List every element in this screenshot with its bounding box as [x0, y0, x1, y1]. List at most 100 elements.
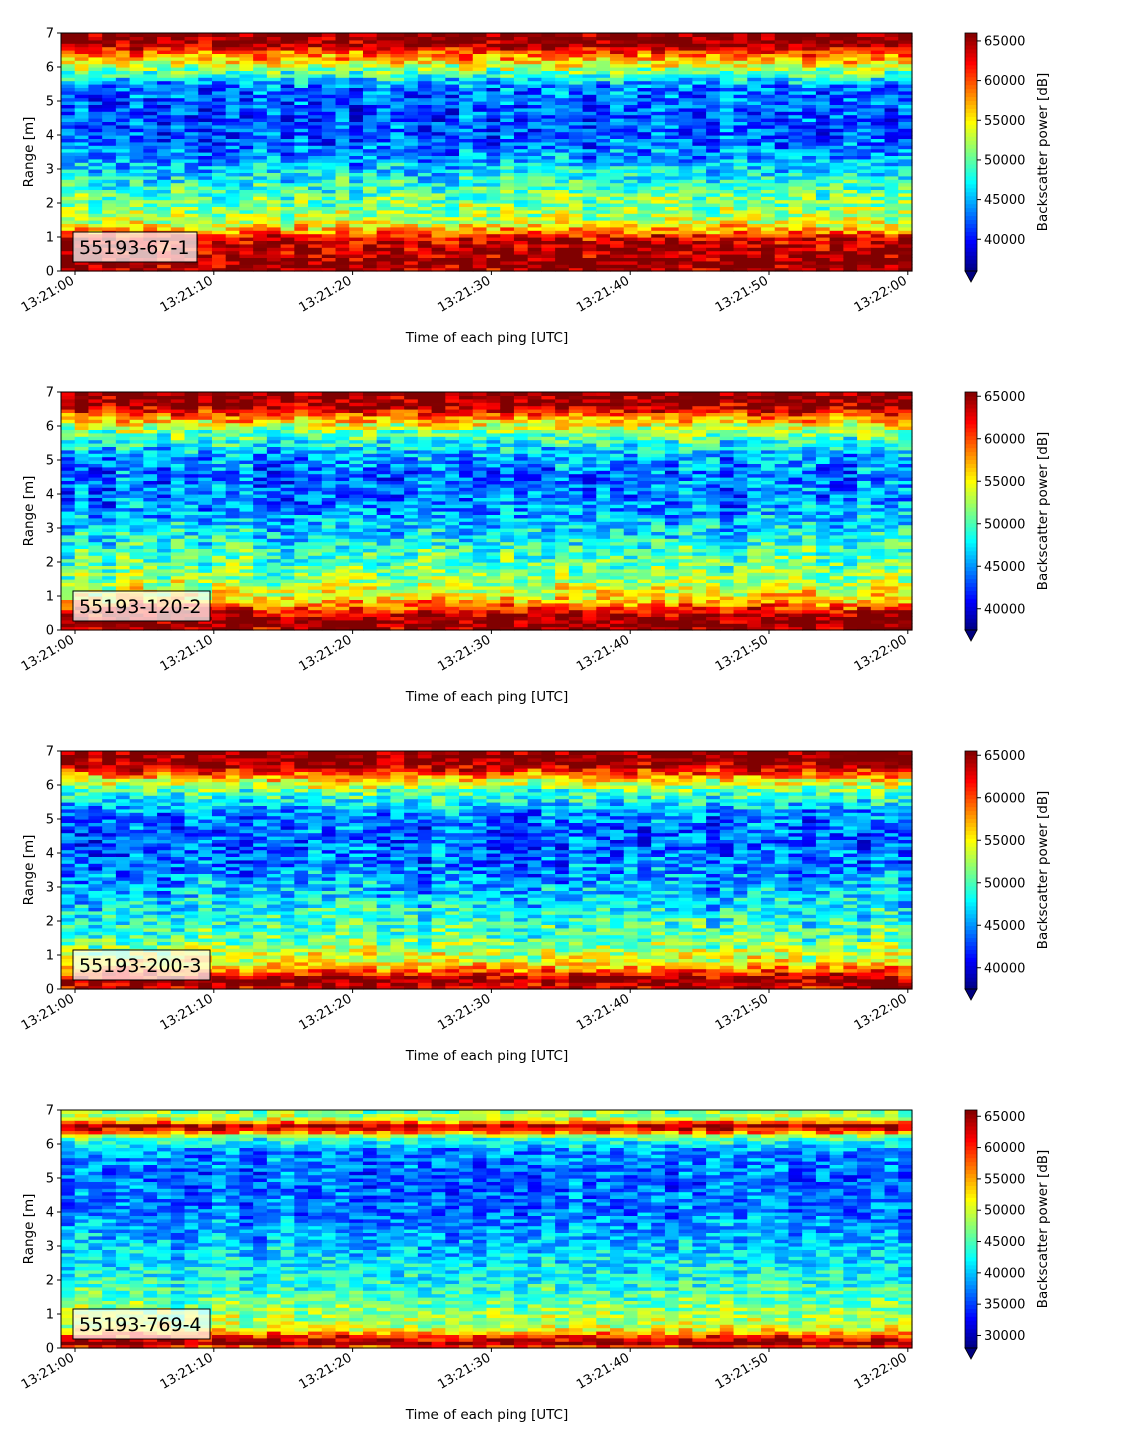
- heatmap-cell: [336, 183, 350, 187]
- heatmap-cell: [253, 159, 267, 163]
- heatmap-cell: [500, 200, 514, 204]
- heatmap-cell: [445, 142, 459, 146]
- colorbar-segment: [965, 104, 977, 109]
- heatmap-cell: [377, 142, 391, 146]
- colorbar-segment: [965, 188, 977, 193]
- heatmap-cell: [569, 200, 583, 204]
- heatmap-cell: [390, 142, 404, 146]
- heatmap-cell: [788, 234, 802, 238]
- heatmap-cell: [102, 227, 116, 231]
- heatmap-cell: [198, 193, 212, 197]
- heatmap-cell: [706, 227, 720, 231]
- heatmap-cell: [830, 244, 844, 248]
- heatmap-cell: [404, 200, 418, 204]
- heatmap-cell: [720, 200, 734, 204]
- heatmap-cell: [637, 142, 651, 146]
- heatmap-cell: [569, 166, 583, 170]
- heatmap-cell: [198, 227, 212, 231]
- heatmap-cell: [226, 132, 240, 136]
- heatmap-cell: [349, 132, 363, 136]
- heatmap-cell: [596, 264, 610, 268]
- heatmap-cell: [102, 149, 116, 153]
- heatmap-cell: [253, 176, 267, 180]
- heatmap-cell: [802, 200, 816, 204]
- heatmap-cell: [294, 132, 308, 136]
- heatmap-cell: [898, 200, 912, 204]
- heatmap-cell: [61, 159, 75, 163]
- heatmap-cell: [679, 217, 693, 221]
- heatmap-cell: [692, 159, 706, 163]
- heatmap-cell: [294, 183, 308, 187]
- heatmap-cell: [171, 193, 185, 197]
- heatmap-cell: [130, 183, 144, 187]
- heatmap-cell: [253, 142, 267, 146]
- heatmap-cell: [555, 132, 569, 136]
- heatmap-cell: [665, 200, 679, 204]
- heatmap-cell: [487, 251, 501, 255]
- heatmap-cell: [143, 402, 157, 406]
- heatmap-cell: [226, 193, 240, 197]
- heatmap-cell: [253, 210, 267, 214]
- heatmap-cell: [500, 166, 514, 170]
- heatmap-cell: [637, 33, 651, 37]
- heatmap-cell: [514, 33, 528, 37]
- colorbar-segment: [965, 108, 977, 113]
- heatmap-cell: [363, 166, 377, 170]
- heatmap-cell: [871, 200, 885, 204]
- heatmap-cell: [143, 176, 157, 180]
- heatmap-cell: [322, 200, 336, 204]
- heatmap-cell: [404, 149, 418, 153]
- heatmap-cell: [528, 166, 542, 170]
- heatmap-cell: [761, 200, 775, 204]
- heatmap-cell: [569, 142, 583, 146]
- y-tick-label: 1: [46, 231, 54, 246]
- heatmap-cell: [898, 193, 912, 197]
- heatmap-cell: [473, 264, 487, 268]
- heatmap-cell: [294, 227, 308, 231]
- heatmap-cell: [720, 176, 734, 180]
- heatmap-cell: [239, 183, 253, 187]
- heatmap-cell: [583, 264, 597, 268]
- heatmap-cell: [390, 193, 404, 197]
- heatmap-cell: [336, 142, 350, 146]
- colorbar-segment: [965, 263, 977, 268]
- heatmap-cell: [541, 234, 555, 238]
- heatmap-cell: [432, 176, 446, 180]
- heatmap-cell: [294, 251, 308, 255]
- heatmap-cell: [143, 132, 157, 136]
- heatmap-cell: [322, 132, 336, 136]
- heatmap-cell: [253, 251, 267, 255]
- colorbar-segment: [965, 57, 977, 62]
- heatmap-cell: [116, 392, 130, 396]
- heatmap-cell: [843, 234, 857, 238]
- heatmap-cell: [885, 200, 899, 204]
- heatmap-cell: [308, 234, 322, 238]
- heatmap-cell: [349, 33, 363, 37]
- heatmap-cell: [253, 33, 267, 37]
- heatmap-cell: [239, 149, 253, 153]
- heatmap-cell: [679, 183, 693, 187]
- heatmap-cell: [308, 217, 322, 221]
- heatmap-cell: [363, 251, 377, 255]
- heatmap-cell: [418, 176, 432, 180]
- heatmap-cell: [185, 200, 199, 204]
- heatmap-cell: [61, 193, 75, 197]
- heatmap-cell: [390, 149, 404, 153]
- heatmap-cell: [267, 149, 281, 153]
- heatmap-cell: [857, 183, 871, 187]
- heatmap-cell: [198, 159, 212, 163]
- heatmap-cell: [596, 193, 610, 197]
- colorbar-segment: [965, 93, 977, 98]
- heatmap-cell: [418, 227, 432, 231]
- heatmap-cell: [802, 142, 816, 146]
- colorbar-segment: [965, 239, 977, 244]
- heatmap-cell: [569, 251, 583, 255]
- heatmap-cell: [171, 200, 185, 204]
- heatmap-cell: [363, 159, 377, 163]
- heatmap-cell: [116, 149, 130, 153]
- heatmap-cell: [349, 227, 363, 231]
- heatmap-cell: [336, 200, 350, 204]
- heatmap-cell: [75, 217, 89, 221]
- heatmap-cell: [75, 193, 89, 197]
- heatmap-cell: [857, 193, 871, 197]
